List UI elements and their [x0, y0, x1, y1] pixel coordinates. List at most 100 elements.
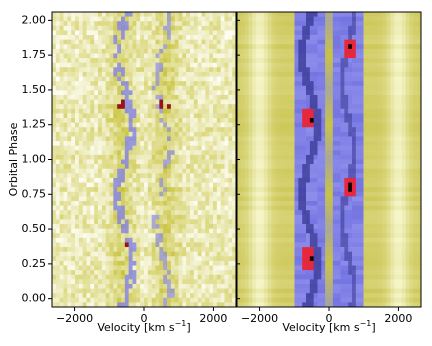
pixel	[410, 132, 414, 137]
pixel	[148, 173, 152, 178]
pixel	[333, 81, 337, 86]
pixel	[144, 104, 148, 109]
pixel	[129, 229, 133, 234]
pixel	[83, 146, 87, 151]
pixel	[398, 104, 402, 109]
pixel	[179, 109, 183, 114]
pixel	[87, 229, 91, 234]
pixel	[387, 40, 391, 45]
pixel	[64, 44, 68, 49]
pixel	[245, 183, 249, 188]
pixel	[256, 81, 260, 86]
pixel	[272, 113, 276, 118]
pixel	[348, 53, 352, 58]
pixel	[295, 95, 299, 100]
pixel	[379, 123, 383, 128]
pixel	[171, 261, 175, 266]
pixel	[360, 12, 364, 17]
pixel	[198, 44, 202, 49]
pixel	[287, 30, 291, 35]
pixel	[144, 261, 148, 266]
pixel	[159, 279, 163, 284]
pixel	[87, 233, 91, 238]
pixel	[413, 155, 417, 160]
pixel	[283, 178, 287, 183]
pixel	[245, 150, 249, 155]
pixel	[83, 187, 87, 192]
pixel	[291, 21, 295, 26]
pixel	[205, 49, 209, 54]
pixel	[190, 150, 194, 155]
pixel	[217, 86, 221, 91]
pixel	[367, 123, 371, 128]
pixel	[383, 109, 387, 114]
pixel	[321, 141, 325, 146]
pixel	[90, 187, 94, 192]
pixel	[205, 136, 209, 141]
pixel	[83, 266, 87, 271]
pixel	[287, 160, 291, 165]
pixel	[402, 178, 406, 183]
pixel	[387, 141, 391, 146]
pixel	[102, 26, 106, 31]
pixel	[113, 44, 117, 49]
pixel	[329, 44, 333, 49]
pixel	[410, 49, 414, 54]
pixel	[333, 136, 337, 141]
pixel	[245, 35, 249, 40]
pixel	[52, 72, 56, 77]
pixel	[71, 30, 75, 35]
pixel	[102, 104, 106, 109]
pixel	[190, 284, 194, 289]
pixel	[148, 86, 152, 91]
pixel	[75, 81, 79, 86]
pixel	[67, 35, 71, 40]
pixel	[310, 100, 314, 105]
pixel	[356, 155, 360, 160]
pixel	[295, 150, 299, 155]
pixel	[375, 146, 379, 151]
spectrum-image	[237, 12, 421, 307]
pixel	[364, 113, 368, 118]
pixel	[102, 266, 106, 271]
pixel	[186, 284, 190, 289]
pixel	[398, 100, 402, 105]
pixel	[125, 219, 129, 224]
pixel	[371, 63, 375, 68]
pixel	[287, 100, 291, 105]
pixel	[387, 17, 391, 22]
pixel	[398, 118, 402, 123]
pixel	[179, 289, 183, 294]
pixel	[79, 118, 83, 123]
pixel	[213, 196, 217, 201]
pixel	[364, 81, 368, 86]
pixel	[272, 63, 276, 68]
pixel	[159, 49, 163, 54]
pixel	[202, 169, 206, 174]
pixel	[375, 53, 379, 58]
pixel	[167, 233, 171, 238]
pixel	[279, 95, 283, 100]
pixel	[121, 77, 125, 82]
pixel	[237, 127, 241, 132]
pixel	[171, 136, 175, 141]
pixel	[194, 289, 198, 294]
pixel	[64, 53, 68, 58]
pixel	[182, 17, 186, 22]
pixel	[337, 160, 341, 165]
pixel	[83, 256, 87, 261]
pixel	[379, 53, 383, 58]
pixel	[202, 206, 206, 211]
pixel	[383, 187, 387, 192]
pixel	[241, 183, 245, 188]
pixel	[79, 44, 83, 49]
pixel	[302, 109, 306, 114]
pixel	[79, 77, 83, 82]
pixel	[182, 215, 186, 220]
pixel	[213, 72, 217, 77]
pixel	[186, 275, 190, 280]
pixel	[410, 63, 414, 68]
pixel	[252, 132, 256, 137]
pixel	[83, 247, 87, 252]
pixel	[348, 178, 352, 183]
